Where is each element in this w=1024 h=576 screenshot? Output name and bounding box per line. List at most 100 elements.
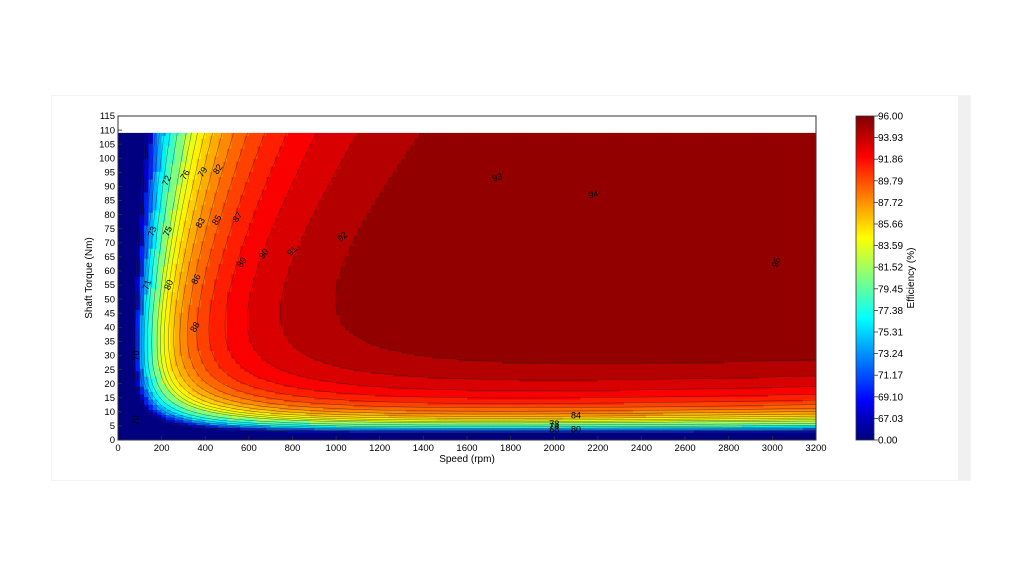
- heatmap-cell: [170, 240, 176, 244]
- heatmap-cell: [205, 191, 211, 195]
- heatmap-cell: [131, 273, 137, 277]
- heatmap-cell: [296, 388, 302, 392]
- heatmap-cell: [231, 212, 237, 216]
- heatmap-cell: [231, 166, 237, 170]
- heatmap-cell: [279, 324, 285, 328]
- heatmap-cell: [118, 268, 123, 272]
- heatmap-cell: [253, 278, 259, 282]
- heatmap-cell: [179, 178, 185, 183]
- heatmap-cell: [209, 143, 215, 147]
- heatmap-cell: [170, 217, 176, 221]
- heatmap-cell: [200, 409, 206, 413]
- heatmap-cell: [126, 176, 132, 180]
- heatmap-cell: [209, 401, 215, 405]
- heatmap-cell: [270, 309, 276, 313]
- heatmap-cell: [179, 429, 185, 433]
- heatmap-cell: [144, 232, 150, 236]
- heatmap-cell: [135, 427, 141, 431]
- heatmap-cell: [266, 404, 272, 408]
- heatmap-cell: [270, 393, 276, 398]
- heatmap-cell: [244, 135, 250, 139]
- heatmap-cell: [139, 235, 145, 239]
- heatmap-cell: [179, 342, 185, 346]
- heatmap-cell: [122, 273, 128, 277]
- heatmap-cell: [139, 358, 145, 362]
- heatmap-cell: [179, 404, 185, 408]
- heatmap-cell: [174, 161, 180, 165]
- heatmap-cell: [257, 396, 263, 400]
- heatmap-cell: [152, 145, 158, 149]
- heatmap-cell: [283, 337, 289, 341]
- heatmap-cell: [174, 235, 180, 239]
- heatmap-cell: [165, 166, 171, 170]
- heatmap-cell: [200, 350, 206, 354]
- heatmap-cell: [231, 143, 237, 147]
- heatmap-cell: [253, 388, 259, 392]
- heatmap-cell: [283, 363, 289, 367]
- heatmap-cell: [196, 253, 202, 257]
- heatmap-cell: [161, 327, 167, 331]
- heatmap-cell: [222, 258, 228, 262]
- heatmap-cell: [148, 219, 154, 224]
- heatmap-cell: [122, 260, 128, 265]
- heatmap-cell: [196, 227, 202, 231]
- heatmap-cell: [261, 235, 267, 239]
- heatmap-cell: [157, 337, 163, 341]
- heatmap-cell: [270, 376, 276, 380]
- heatmap-cell: [148, 309, 154, 313]
- heatmap-cell: [170, 309, 176, 313]
- heatmap-cell: [126, 278, 132, 282]
- heatmap-cell: [218, 258, 224, 262]
- heatmap-cell: [196, 335, 202, 339]
- heatmap-cell: [244, 209, 250, 213]
- heatmap-cell: [279, 337, 285, 341]
- heatmap-cell: [270, 186, 276, 190]
- heatmap-cell: [205, 176, 211, 180]
- heatmap-cell: [288, 388, 294, 392]
- heatmap-cell: [161, 161, 167, 165]
- heatmap-cell: [275, 186, 281, 190]
- heatmap-cell: [266, 296, 272, 300]
- heatmap-cell: [174, 370, 180, 375]
- heatmap-cell: [139, 414, 145, 418]
- heatmap-cell: [200, 132, 206, 137]
- heatmap-cell: [170, 281, 176, 285]
- heatmap-cell: [279, 222, 285, 226]
- heatmap-cell: [148, 437, 154, 440]
- heatmap-cell: [288, 355, 294, 359]
- heatmap-cell: [161, 204, 167, 208]
- heatmap-cell: [192, 132, 198, 137]
- heatmap-cell: [253, 235, 259, 239]
- heatmap-cell: [261, 378, 267, 382]
- heatmap-cell: [118, 132, 123, 137]
- heatmap-cell: [174, 242, 180, 247]
- heatmap-cell: [170, 273, 176, 277]
- heatmap-cell: [152, 230, 158, 234]
- heatmap-cell: [261, 253, 267, 257]
- heatmap-cell: [179, 327, 185, 331]
- heatmap-cell: [296, 358, 302, 362]
- heatmap-cell: [174, 178, 180, 183]
- heatmap-cell: [179, 145, 185, 149]
- heatmap-cell: [126, 138, 132, 142]
- heatmap-cell: [283, 301, 289, 305]
- heatmap-cell: [174, 368, 180, 372]
- heatmap-cell: [131, 202, 137, 206]
- heatmap-cell: [183, 391, 189, 395]
- heatmap-cell: [240, 240, 246, 244]
- heatmap-cell: [227, 370, 233, 375]
- heatmap-cell: [148, 202, 154, 206]
- heatmap-cell: [279, 376, 285, 380]
- heatmap-cell: [248, 416, 254, 421]
- heatmap-cell: [170, 184, 176, 188]
- heatmap-cell: [144, 299, 150, 303]
- heatmap-cell: [261, 194, 267, 198]
- heatmap-cell: [270, 194, 276, 198]
- heatmap-cell: [288, 202, 294, 206]
- heatmap-cell: [200, 406, 206, 410]
- heatmap-cell: [253, 332, 259, 336]
- heatmap-cell: [248, 304, 254, 308]
- heatmap-cell: [192, 434, 198, 439]
- heatmap-cell: [131, 306, 137, 311]
- heatmap-cell: [279, 373, 285, 377]
